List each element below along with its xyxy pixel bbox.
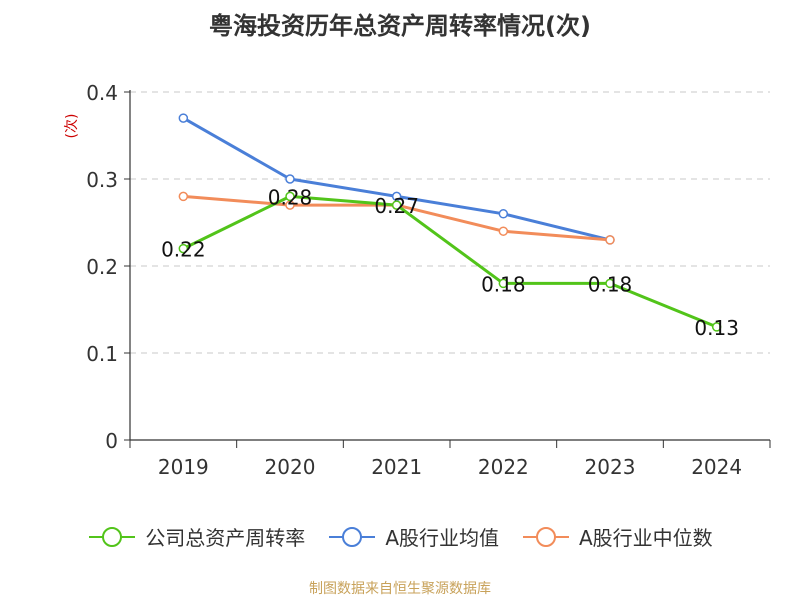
- data-point[interactable]: [285, 191, 295, 202]
- data-point[interactable]: [285, 174, 295, 184]
- legend-item-company[interactable]: 公司总资产周转率: [87, 522, 305, 551]
- data-point[interactable]: [178, 191, 189, 202]
- x-tick-label: 2021: [371, 455, 422, 479]
- legend-label-industry-mean: A股行业均值: [385, 526, 499, 550]
- data-label: 0.28: [268, 185, 313, 209]
- data-label: 0.13: [694, 316, 739, 340]
- legend-line-marker-icon: [329, 526, 376, 547]
- x-tick-label: 2019: [158, 455, 209, 479]
- data-point[interactable]: [391, 200, 402, 210]
- grid-lines: [130, 91, 770, 354]
- data-point[interactable]: [178, 243, 189, 254]
- x-tick-label: 2024: [691, 455, 742, 479]
- y-axis-label: (次): [64, 114, 80, 139]
- x-tick-label: 2022: [478, 455, 529, 479]
- legend-label-company: 公司总资产周转率: [145, 526, 306, 550]
- data-source-note: 制图数据来自恒生聚源数据库: [309, 581, 491, 597]
- series-lines: [182, 116, 718, 329]
- data-point[interactable]: [498, 278, 509, 289]
- data-label: 0.18: [481, 272, 526, 296]
- data-point[interactable]: [178, 113, 189, 123]
- data-label: 0.22: [161, 238, 206, 262]
- legend-line-marker-icon: [89, 526, 136, 547]
- chart-title: 粤海投资历年总资产周转率情况(次): [209, 12, 591, 40]
- data-label: 0.18: [588, 272, 633, 296]
- data-point[interactable]: [711, 322, 722, 332]
- legend-item-industry-median[interactable]: A股行业中位数: [521, 522, 713, 551]
- data-point[interactable]: [498, 226, 509, 236]
- legend-line-marker-icon: [523, 526, 569, 547]
- y-tick-label: 0.3: [86, 168, 118, 192]
- data-point[interactable]: [498, 209, 509, 219]
- x-tick-label: 2023: [585, 455, 636, 479]
- data-labels: 0.22 0.28 0.27 0.18 0.18 0.13: [161, 185, 739, 340]
- y-tick-label: 0.2: [86, 255, 118, 279]
- axes: 0 0.1 0.2 0.3 0.4 2019 2020 2021 2022 2023 2024: [86, 81, 771, 479]
- series-markers: [178, 113, 722, 332]
- series-line-0: [182, 194, 718, 329]
- x-tick-label: 2020: [265, 455, 316, 479]
- data-label: 0.27: [374, 194, 419, 218]
- data-point[interactable]: [605, 235, 615, 245]
- y-tick-label: 0.4: [86, 81, 118, 105]
- y-tick-label: 0.1: [86, 342, 118, 366]
- legend-label-industry-median: A股行业中位数: [579, 526, 713, 550]
- data-point[interactable]: [605, 278, 615, 289]
- legend-item-industry-mean[interactable]: A股行业均值: [327, 522, 499, 551]
- legend: 公司总资产周转率 A股行业均值 A股行业中位数: [0, 522, 800, 551]
- y-tick-label: 0: [105, 429, 118, 453]
